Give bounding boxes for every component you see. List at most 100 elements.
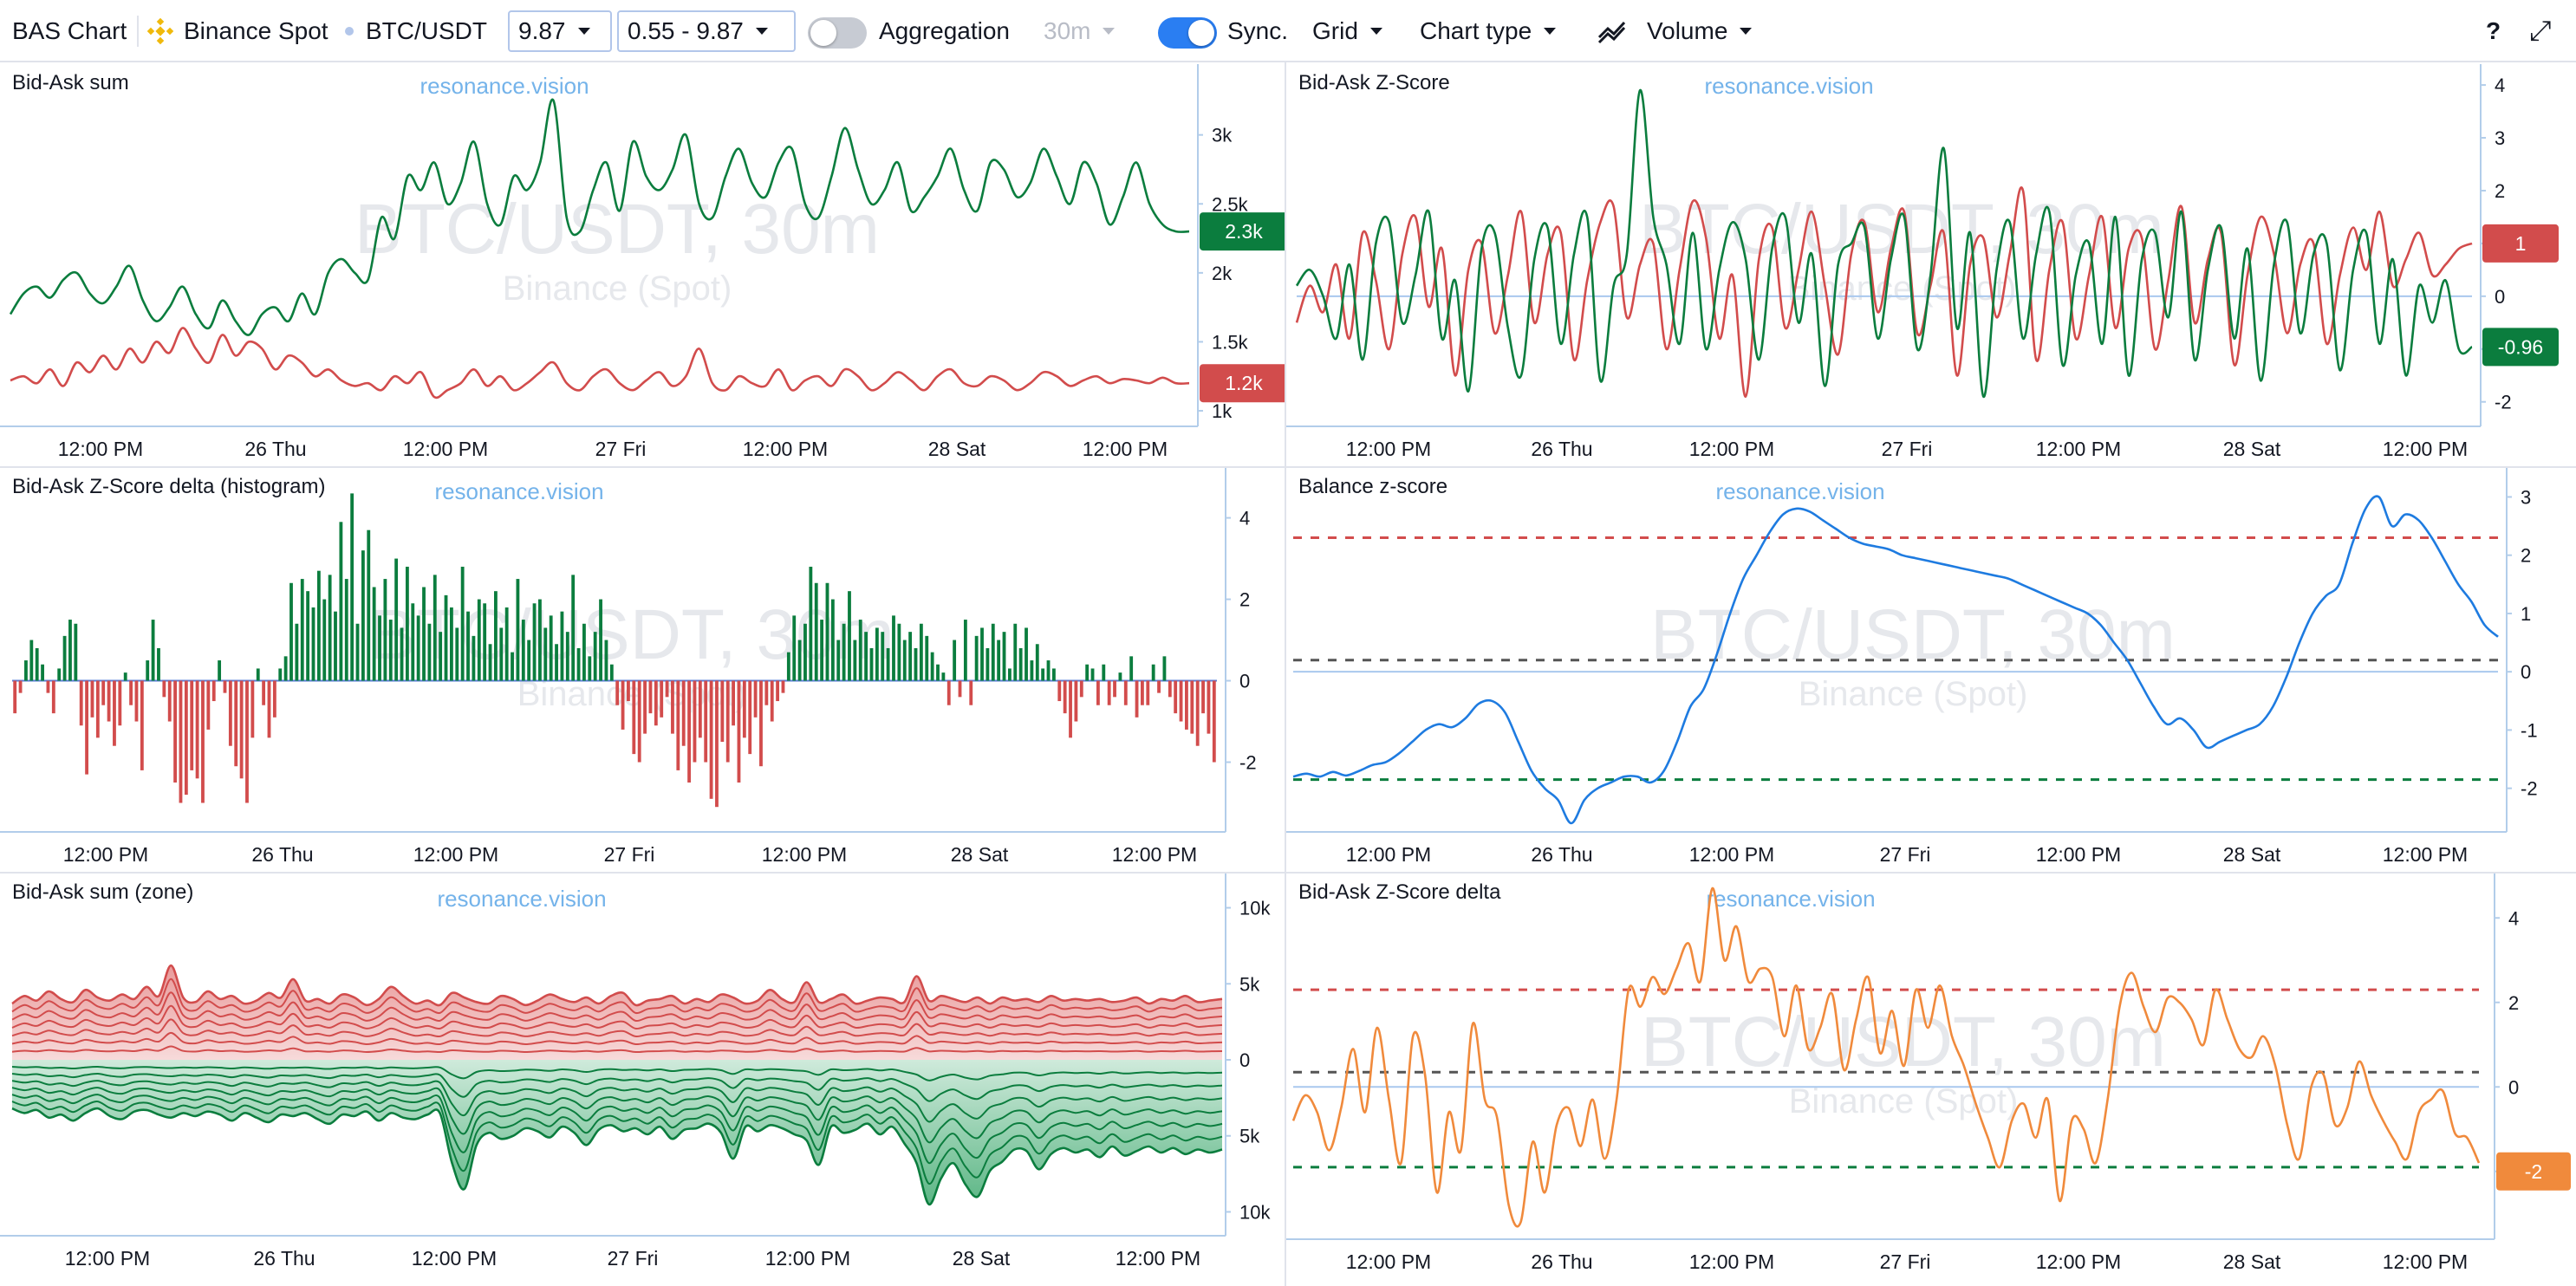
grid-menu[interactable]: Grid — [1312, 0, 1382, 62]
help-button[interactable]: ? — [2486, 17, 2501, 44]
expand-button[interactable]: ⤢ — [2529, 15, 2552, 46]
chevron-down-icon — [1544, 28, 1557, 35]
histogram-bar — [830, 599, 835, 681]
histogram-bar — [466, 611, 470, 681]
histogram-bar — [786, 652, 790, 681]
histogram-bar — [35, 647, 39, 681]
x-tick-label: 27 Fri — [608, 1247, 659, 1270]
histogram-bar — [24, 660, 28, 681]
histogram-bar — [593, 632, 597, 681]
histogram-bar — [693, 680, 697, 763]
histogram-bar — [439, 632, 443, 681]
x-tick-label: 26 Thu — [253, 1247, 315, 1270]
y-tick-label: 1 — [2521, 603, 2531, 625]
histogram-bar — [107, 680, 111, 722]
histogram-bar — [764, 680, 769, 705]
histogram-bar — [511, 652, 514, 681]
range-select[interactable]: 0.55 - 9.87 — [617, 10, 796, 52]
x-tick-label: 12:00 PM — [1116, 1247, 1200, 1270]
x-tick-label: 12:00 PM — [1346, 1250, 1431, 1273]
histogram-bar — [1162, 656, 1167, 681]
zone-area — [12, 1060, 1222, 1205]
last-value-label: 1.2k — [1225, 372, 1263, 394]
x-tick-label: 28 Sat — [2223, 438, 2281, 460]
histogram-bar — [146, 660, 150, 681]
aggregation-label: Aggregation — [879, 17, 1011, 44]
watermark-title: BTC/USDT, 30m — [355, 190, 880, 269]
histogram-bar — [90, 680, 94, 718]
histogram-bar — [494, 591, 498, 681]
histogram-bar — [211, 680, 216, 702]
histogram-bar — [676, 680, 680, 770]
chart-type-menu[interactable]: Chart type — [1420, 0, 1557, 62]
histogram-bar — [1201, 680, 1205, 714]
zone-contour-line — [11, 1107, 1223, 1206]
histogram-bar — [18, 680, 23, 693]
zone-contour-line — [11, 1080, 1223, 1123]
y-tick-label: 4 — [2495, 75, 2505, 96]
histogram-bar — [858, 620, 862, 681]
histogram-bar — [483, 603, 487, 681]
toggle-knob — [1188, 20, 1214, 46]
brand-watermark: resonance.vision — [437, 886, 606, 912]
histogram-bar — [339, 522, 343, 681]
histogram-bar — [781, 680, 785, 693]
histogram-bar — [1168, 680, 1172, 698]
symbol-selector[interactable]: BTC/USDT — [345, 0, 487, 62]
histogram-bar — [582, 623, 586, 681]
histogram-bar — [958, 680, 962, 698]
zone-contour-line — [11, 1065, 1223, 1081]
histogram-bar — [173, 680, 178, 783]
histogram-bar — [1151, 664, 1155, 681]
histogram-bar — [1096, 680, 1100, 705]
histogram-bar — [974, 635, 979, 681]
histogram-bar — [383, 579, 387, 681]
x-tick-label: 12:00 PM — [2036, 438, 2121, 460]
x-tick-label: 12:00 PM — [1689, 1250, 1774, 1273]
last-value-label: 1 — [2515, 232, 2527, 255]
volume-menu[interactable]: Volume — [1597, 0, 1753, 62]
histogram-bar — [1135, 680, 1139, 718]
histogram-bar — [1069, 680, 1072, 738]
histogram-bar — [997, 640, 1001, 681]
brand-watermark: resonance.vision — [434, 478, 603, 504]
histogram-bar — [792, 615, 797, 681]
level-select[interactable]: 9.87 — [508, 10, 612, 52]
histogram-bar — [654, 680, 658, 726]
watermark-title: BTC/USDT, 30m — [1639, 190, 2164, 269]
toolbar-divider — [137, 16, 139, 47]
histogram-bar — [941, 672, 946, 681]
x-tick-label: 12:00 PM — [413, 843, 498, 866]
histogram-bar — [919, 623, 923, 681]
histogram-bar — [218, 660, 222, 681]
histogram-bar — [797, 640, 802, 681]
brand-watermark: resonance.vision — [1704, 73, 1873, 99]
histogram-bar — [991, 623, 995, 681]
histogram-bar — [245, 680, 249, 803]
histogram-bar — [405, 566, 409, 681]
y-tick-label: -1 — [2521, 719, 2538, 741]
aggregation-select[interactable]: 30m — [1044, 0, 1116, 62]
histogram-bar — [267, 680, 271, 738]
histogram-bar — [472, 635, 476, 681]
panel-z-score-delta-histogram: BTC/USDT, 30m Binance (Spot) resonance.vis… — [0, 468, 1285, 872]
brand-watermark: resonance.vision — [420, 73, 589, 99]
histogram-bar — [1002, 632, 1006, 681]
histogram-bar — [565, 632, 569, 681]
last-value-badge — [1200, 212, 1285, 251]
aggregation-toggle[interactable] — [808, 17, 867, 49]
zone-contour-line — [11, 977, 1223, 1015]
histogram-bar — [660, 680, 664, 718]
x-tick-label: 12:00 PM — [403, 438, 488, 460]
histogram-bar — [295, 623, 299, 681]
exchange-selector[interactable]: Binance Spot — [146, 0, 329, 62]
binance-logo-icon — [146, 17, 174, 45]
x-tick-label: 12:00 PM — [63, 843, 148, 866]
histogram-bar — [41, 664, 44, 681]
histogram-bar — [532, 603, 537, 681]
symbol-dot-icon — [345, 27, 354, 36]
sync-toggle[interactable] — [1158, 17, 1217, 49]
